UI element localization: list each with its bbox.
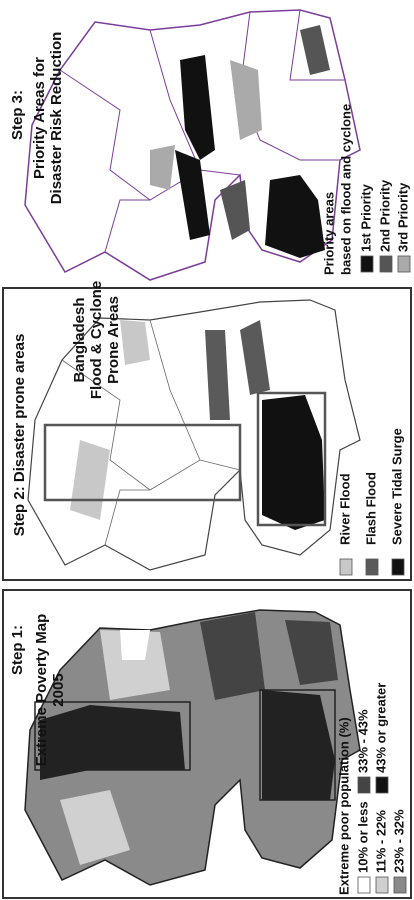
legend-swatch xyxy=(357,776,371,794)
legend-title: based on flood and cyclone xyxy=(338,104,353,275)
legend-title: Extreme poor population (%) xyxy=(336,717,351,895)
legend-label: 33% - 43% xyxy=(355,709,370,773)
legend-swatch xyxy=(360,255,374,273)
legend-label: 43% or greater xyxy=(373,683,388,773)
step-label: Step 3: xyxy=(9,90,26,140)
map-title: Priority Areas for xyxy=(31,57,48,179)
map-title: Prone Areas xyxy=(105,296,122,384)
legend-title: Priority areas xyxy=(321,192,336,275)
step-label: Step 1: xyxy=(9,625,26,675)
panel-frame xyxy=(2,287,412,581)
map-poverty xyxy=(24,609,361,886)
map-prone xyxy=(27,299,361,571)
map-title: Flood & Cyclone xyxy=(88,281,105,399)
legend-label: Severe Tidal Surge xyxy=(389,428,404,545)
map-title: Extreme Poverty Map xyxy=(33,614,50,767)
legend-swatch xyxy=(375,776,389,794)
legend-label: Flash Flood xyxy=(363,472,378,545)
legend-swatch xyxy=(357,876,371,894)
legend-swatch xyxy=(365,558,379,576)
legend-swatch xyxy=(391,558,405,576)
legend-label: 2nd Priority xyxy=(377,179,392,252)
legend-label: 3rd Priority xyxy=(395,182,410,252)
legend-label: 11% - 22% xyxy=(373,810,388,873)
legend-swatch xyxy=(397,255,411,273)
legend-swatch xyxy=(375,876,389,894)
legend-label: River Flood xyxy=(337,473,352,545)
legend-label: 23% - 32% xyxy=(391,809,406,873)
map-priority xyxy=(24,9,361,281)
panel-frame xyxy=(2,589,412,899)
map-title: Disaster Risk Reduction xyxy=(48,32,65,205)
legend-label: 10% or less xyxy=(355,801,370,873)
legend-swatch xyxy=(393,876,407,894)
map-title: Bangladesh xyxy=(71,297,88,382)
legend-swatch xyxy=(339,558,353,576)
legend-swatch xyxy=(379,255,393,273)
legend-label: 1st Priority xyxy=(358,183,373,252)
map-title: 2005 xyxy=(50,673,67,706)
step-label: Step 2: Disaster prone areas xyxy=(11,334,28,537)
